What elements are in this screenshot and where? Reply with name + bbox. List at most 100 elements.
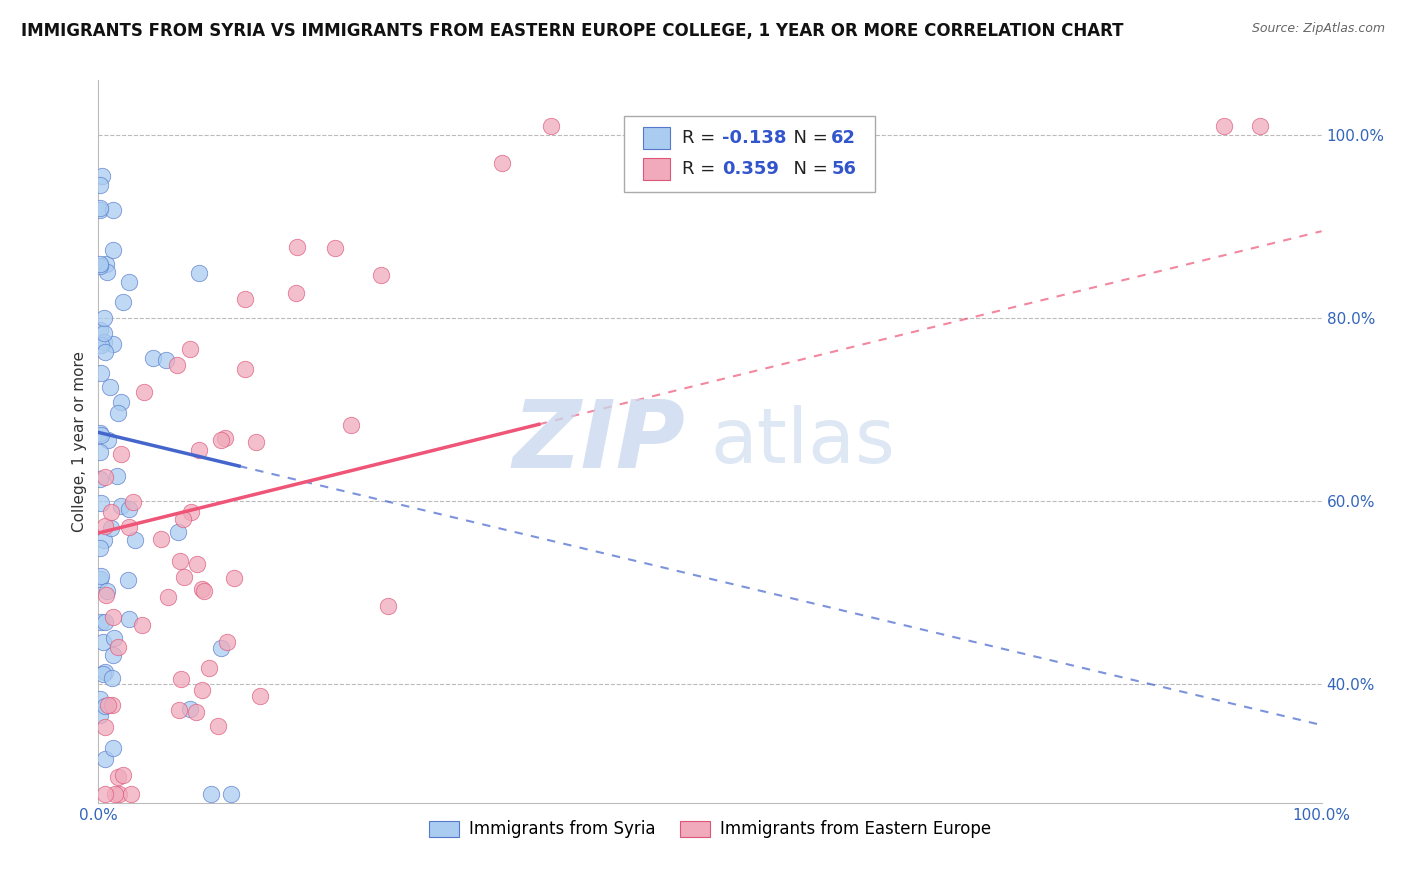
Point bbox=[187, 266, 209, 280]
Point bbox=[124, 533, 146, 548]
Point bbox=[96, 583, 118, 598]
Point bbox=[111, 768, 134, 782]
Point bbox=[1212, 119, 1234, 133]
Point bbox=[214, 431, 236, 445]
Point bbox=[101, 671, 124, 685]
Point bbox=[142, 351, 165, 365]
Point bbox=[233, 362, 256, 376]
Point bbox=[89, 201, 111, 215]
Bar bbox=[643, 128, 669, 149]
Text: Source: ZipAtlas.com: Source: ZipAtlas.com bbox=[1251, 22, 1385, 36]
Point bbox=[98, 380, 121, 394]
Point bbox=[103, 648, 125, 662]
Point bbox=[89, 572, 111, 586]
Point bbox=[187, 443, 209, 458]
Text: N =: N = bbox=[782, 129, 834, 147]
Point bbox=[100, 521, 122, 535]
Text: R =: R = bbox=[682, 129, 721, 147]
Point bbox=[245, 434, 267, 449]
Point bbox=[186, 705, 208, 719]
Point bbox=[89, 425, 111, 440]
Point bbox=[96, 588, 118, 602]
Point bbox=[93, 310, 115, 325]
Point bbox=[94, 257, 117, 271]
Point bbox=[180, 505, 202, 519]
Point bbox=[209, 433, 232, 447]
Point bbox=[167, 525, 190, 540]
Point bbox=[118, 502, 141, 516]
Point bbox=[89, 691, 111, 706]
Point bbox=[89, 541, 111, 556]
Point bbox=[370, 268, 392, 283]
Point bbox=[118, 611, 141, 625]
Point bbox=[167, 703, 190, 717]
Point bbox=[107, 640, 129, 654]
Y-axis label: College, 1 year or more: College, 1 year or more bbox=[72, 351, 87, 532]
Point bbox=[93, 533, 115, 547]
Point bbox=[209, 640, 232, 655]
Point bbox=[94, 665, 117, 679]
Point bbox=[104, 787, 127, 801]
Point bbox=[149, 532, 172, 546]
Point bbox=[101, 203, 124, 218]
Point bbox=[101, 740, 124, 755]
Point bbox=[101, 610, 124, 624]
Point bbox=[90, 615, 112, 629]
Point bbox=[100, 505, 122, 519]
Text: IMMIGRANTS FROM SYRIA VS IMMIGRANTS FROM EASTERN EUROPE COLLEGE, 1 YEAR OR MORE : IMMIGRANTS FROM SYRIA VS IMMIGRANTS FROM… bbox=[21, 22, 1123, 40]
Point bbox=[156, 590, 179, 604]
Point bbox=[110, 395, 132, 409]
Point bbox=[377, 599, 399, 613]
Point bbox=[90, 569, 112, 583]
Point bbox=[96, 265, 118, 279]
Point bbox=[91, 666, 114, 681]
Point bbox=[89, 472, 111, 486]
Point bbox=[94, 752, 117, 766]
Point bbox=[107, 770, 129, 784]
Point bbox=[117, 573, 139, 587]
Point bbox=[90, 338, 112, 352]
Point bbox=[101, 336, 124, 351]
Text: -0.138: -0.138 bbox=[723, 129, 787, 147]
Point bbox=[179, 342, 201, 356]
Point bbox=[169, 554, 191, 568]
Point bbox=[94, 698, 117, 713]
Point bbox=[120, 787, 142, 801]
Legend: Immigrants from Syria, Immigrants from Eastern Europe: Immigrants from Syria, Immigrants from E… bbox=[422, 814, 998, 845]
Point bbox=[215, 635, 238, 649]
Point bbox=[134, 384, 156, 399]
Point bbox=[94, 615, 117, 629]
Point bbox=[89, 178, 111, 193]
Point bbox=[191, 683, 214, 698]
Point bbox=[91, 635, 114, 649]
Point bbox=[103, 631, 125, 645]
Bar bbox=[643, 158, 669, 180]
Point bbox=[93, 720, 115, 734]
Point bbox=[1249, 119, 1271, 133]
Text: 62: 62 bbox=[831, 129, 856, 147]
Point bbox=[191, 582, 214, 596]
Point bbox=[193, 583, 215, 598]
Point bbox=[110, 447, 132, 461]
Text: N =: N = bbox=[782, 161, 834, 178]
Point bbox=[103, 243, 125, 257]
Point bbox=[89, 445, 111, 459]
Point bbox=[219, 787, 242, 801]
Point bbox=[540, 119, 562, 133]
Point bbox=[93, 326, 115, 340]
Point bbox=[166, 358, 188, 372]
Point bbox=[107, 787, 129, 801]
Point bbox=[173, 570, 195, 584]
Point bbox=[118, 520, 141, 534]
Point bbox=[93, 334, 115, 349]
Point bbox=[118, 275, 141, 289]
Point bbox=[107, 406, 129, 420]
Point bbox=[233, 293, 256, 307]
Text: ZIP: ZIP bbox=[513, 395, 686, 488]
Point bbox=[323, 241, 346, 255]
Point bbox=[179, 702, 201, 716]
FancyBboxPatch shape bbox=[624, 117, 875, 193]
Point bbox=[224, 571, 246, 585]
Point bbox=[111, 294, 134, 309]
Point bbox=[89, 257, 111, 271]
